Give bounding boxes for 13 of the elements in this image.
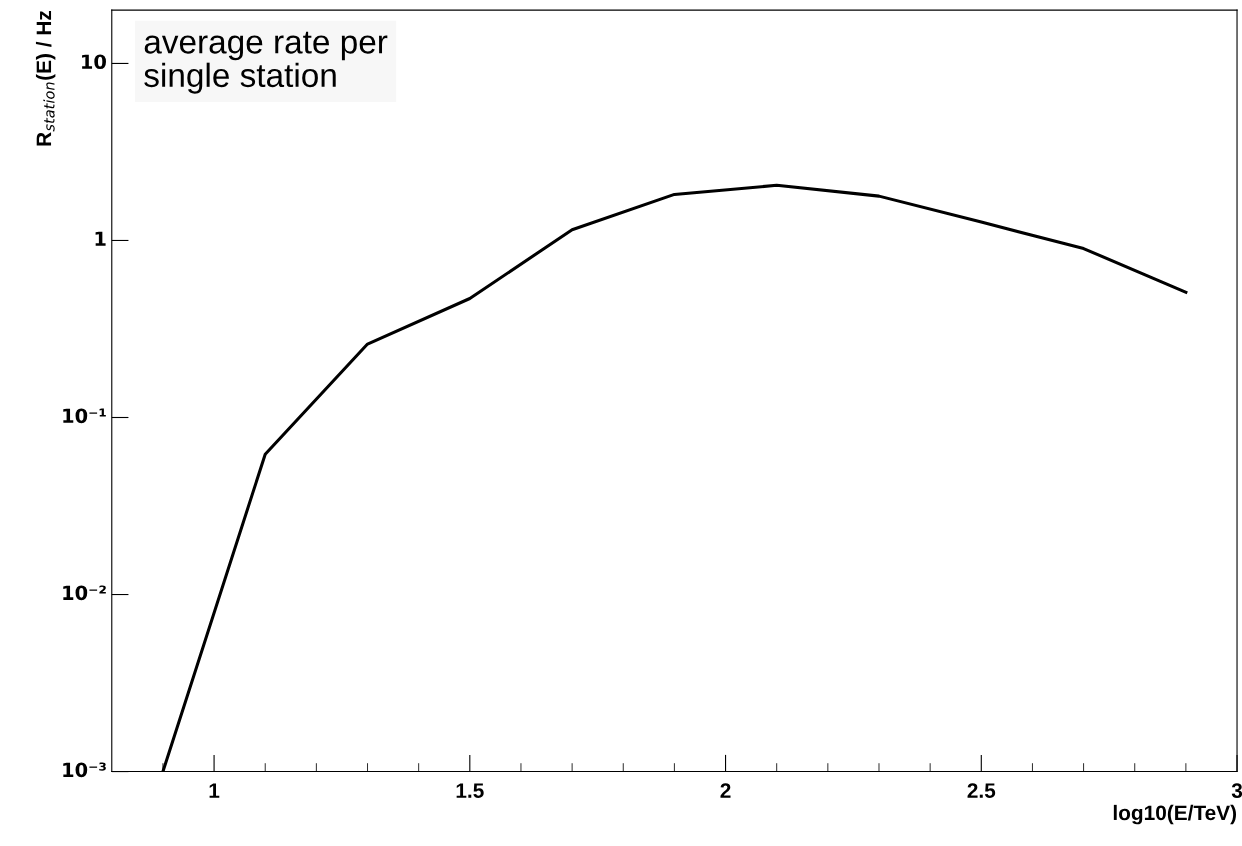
- x-tick-label: 3: [1231, 783, 1242, 798]
- x-tick-label: 1.5: [456, 783, 484, 798]
- x-axis-title: log10(E/TeV): [1113, 804, 1236, 825]
- y-axis-title: R$_{station}$(E) / Hz: [35, 10, 56, 146]
- y-tick-label: 1: [95, 231, 106, 246]
- y-tick-label: 10⁻³: [63, 762, 106, 778]
- x-tick-label: 2.5: [967, 783, 996, 798]
- x-tick-label: 2: [720, 783, 731, 798]
- y-tick-label: 10: [82, 54, 106, 70]
- y-tick-label: 10⁻¹: [63, 408, 106, 424]
- y-tick-label: 10⁻²: [63, 585, 106, 601]
- annotation: average rate per single station: [144, 31, 388, 94]
- x-tick-label: 1: [209, 783, 220, 798]
